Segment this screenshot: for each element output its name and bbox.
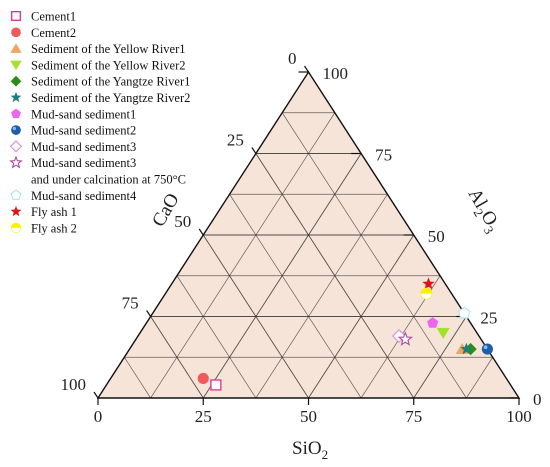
- tick-label-left: 50: [174, 212, 191, 231]
- axis-title-bottom-sub: 2: [322, 447, 329, 462]
- legend-marker-series-3: [10, 43, 22, 53]
- axis-title-bottom-main: SiO: [292, 438, 322, 459]
- grid-line-sio2: [255, 194, 388, 399]
- tick-label-left: 0: [288, 49, 297, 68]
- axis-ticks: [93, 65, 520, 405]
- data-point-series-7: [427, 317, 439, 328]
- legend-marker-series-12: [10, 205, 22, 217]
- legend-label-series-4: Sediment of the Yellow River2: [31, 58, 186, 72]
- tick-left: [93, 391, 99, 399]
- data-point-series-4: [436, 327, 450, 339]
- legend-marker-series-5: [10, 75, 22, 87]
- legend-label-series-2: Cement2: [31, 26, 76, 40]
- legend-label-series-13: Fly ash 2: [31, 221, 77, 235]
- legend-marker-series-1: [11, 11, 21, 21]
- tick-label-left: 100: [61, 375, 87, 394]
- tick-label-right: 100: [323, 64, 349, 83]
- legend-label-series-1: Cement1: [31, 10, 76, 24]
- legend-label-series-7: Mud-sand sediment1: [31, 107, 136, 121]
- data-point-series-11: [457, 306, 471, 319]
- legend-label-series-3: Sediment of the Yellow River1: [31, 42, 186, 56]
- tick-label-right: 25: [480, 309, 497, 328]
- data-point-series-6: [460, 342, 473, 355]
- legend-label-series-6: Sediment of the Yangtze River2: [31, 91, 190, 105]
- legend-marker-series-6: [10, 91, 22, 103]
- grid-line-sio2: [308, 234, 415, 399]
- legend-label-series-11: Mud-sand sediment4: [31, 189, 137, 203]
- legend-marker-series-7: [11, 108, 21, 118]
- legend-marker-series-9: [9, 140, 23, 153]
- legend-marker-series-11: [10, 189, 22, 201]
- tick-label-bottom: 0: [94, 407, 103, 426]
- tick-label-left: 75: [122, 294, 139, 313]
- legend-marker-series-13: [10, 222, 22, 234]
- axis-title-right-main: Al: [464, 185, 492, 212]
- data-points: [197, 277, 494, 391]
- legend-label-series-12: Fly ash 1: [31, 205, 77, 219]
- tick-label-right: 0: [533, 390, 542, 409]
- tick-label-right: 50: [428, 227, 445, 246]
- axis-title-right: Al2O3: [461, 185, 505, 237]
- axis-title-bottom: SiO2: [292, 438, 328, 462]
- legend-label-series-10: Mud-sand sediment3: [31, 156, 136, 170]
- tick-left: [198, 228, 204, 236]
- grid-line-cao: [150, 316, 204, 399]
- data-point-series-13: [420, 287, 433, 300]
- legend-label-series-9: Mud-sand sediment3: [31, 140, 136, 154]
- grid-line-sio2: [150, 112, 336, 399]
- grid-line-sio2: [466, 357, 493, 399]
- grid-line-cao: [281, 112, 467, 399]
- grid-line-cao: [176, 275, 257, 399]
- data-point-series-2: [197, 372, 209, 385]
- legend: Cement1 Cement2 Sediment of the Yellow Riv…: [9, 10, 190, 235]
- tick-label-bottom: 100: [506, 407, 532, 426]
- tick-label-right: 75: [375, 146, 392, 165]
- tick-left: [251, 147, 257, 154]
- data-point-series-1: [210, 379, 222, 391]
- legend-marker-series-10: [9, 155, 23, 169]
- grid-line-cao: [202, 234, 309, 399]
- tick-left: [146, 310, 152, 317]
- legend-label-series-5: Sediment of the Yangtze River1: [31, 75, 190, 89]
- tick-left: [304, 65, 309, 73]
- ternary-grid: [124, 112, 493, 399]
- tick-label-bottom: 25: [195, 407, 212, 426]
- legend-marker-series-2: [11, 27, 21, 38]
- data-point-series-12: [422, 277, 435, 290]
- legend-marker-series-8: [11, 125, 21, 135]
- tick-label-bottom: 50: [300, 407, 317, 426]
- grid-line-cao: [229, 194, 362, 399]
- legend-label-series-10-line2: and under calcination at 750°C: [31, 173, 186, 187]
- data-point-series-10: [397, 331, 413, 346]
- grid-line-sio2: [413, 316, 467, 399]
- tick-label-left: 25: [227, 131, 244, 150]
- grid-line-cao: [124, 357, 151, 399]
- legend-label-series-8: Mud-sand sediment2: [31, 124, 136, 138]
- tick-label-bottom: 75: [405, 407, 422, 426]
- data-point-series-8: [481, 343, 494, 355]
- legend-marker-series-4: [10, 60, 22, 71]
